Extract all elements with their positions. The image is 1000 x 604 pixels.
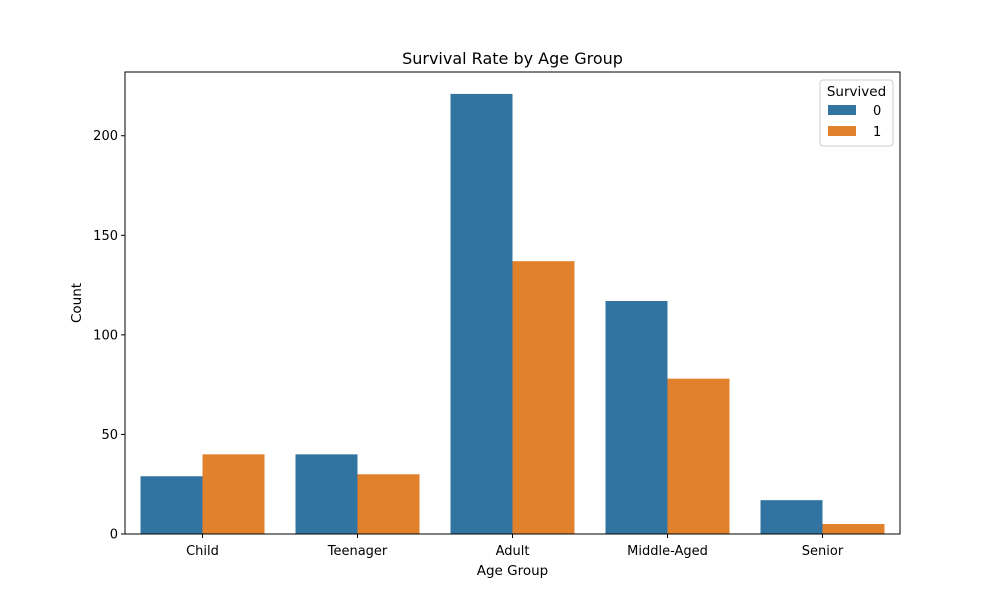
y-tick-label: 100 (93, 328, 118, 343)
bar (357, 474, 420, 534)
bar (295, 454, 358, 534)
x-axis-label: Age Group (477, 563, 549, 579)
x-axis: Child Teenager Adult Middle-Aged Senior (186, 534, 844, 559)
legend-title: Survived (827, 84, 886, 100)
legend-label: 0 (873, 104, 881, 119)
bar (822, 524, 885, 534)
bar (450, 93, 513, 534)
x-tick-label: Teenager (327, 544, 388, 559)
bar (605, 301, 668, 534)
bar (760, 500, 823, 534)
bar (512, 261, 575, 534)
y-axis: 0 50 100 150 200 (93, 129, 125, 543)
legend-swatch (828, 105, 856, 115)
bar (202, 454, 265, 534)
bar (667, 378, 730, 534)
y-tick-label: 50 (101, 428, 118, 443)
legend: Survived 0 1 (819, 79, 894, 147)
x-tick-label: Child (186, 544, 219, 559)
y-axis-label: Count (69, 283, 85, 323)
legend-label: 1 (873, 125, 881, 140)
x-tick-label: Adult (496, 544, 530, 559)
y-tick-label: 150 (93, 229, 118, 244)
bar (140, 476, 203, 534)
chart-title: Survival Rate by Age Group (402, 49, 623, 68)
y-tick-label: 0 (110, 528, 118, 543)
legend-swatch (828, 126, 856, 136)
y-tick-label: 200 (93, 129, 118, 144)
x-tick-label: Middle-Aged (627, 544, 708, 559)
bars-group (140, 93, 885, 534)
x-tick-label: Senior (802, 544, 844, 559)
